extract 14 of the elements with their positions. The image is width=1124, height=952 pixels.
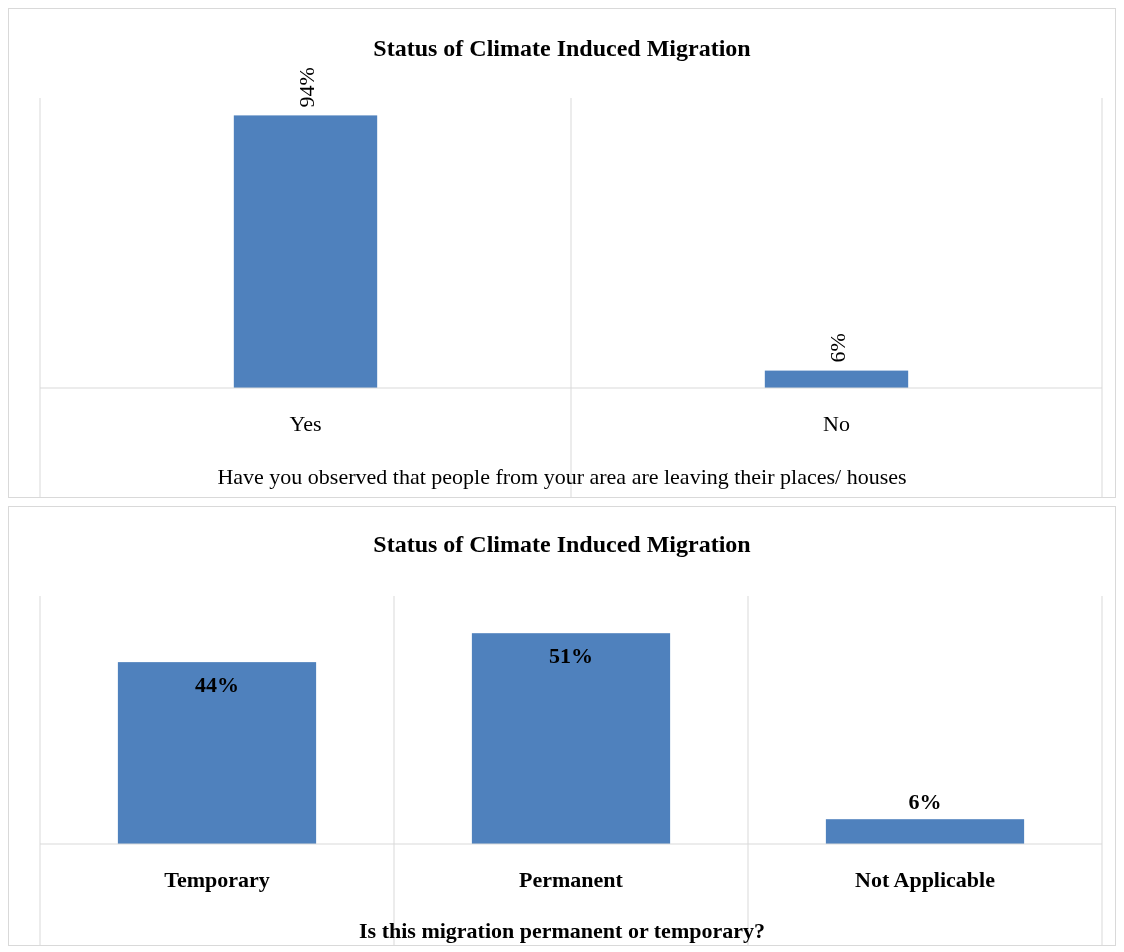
data-label: 94% [293, 67, 319, 108]
data-label: 6% [824, 333, 850, 363]
x-axis-title: Is this migration permanent or temporary? [359, 918, 765, 943]
data-label: 44% [195, 672, 239, 698]
x-tick-label: No [823, 411, 850, 436]
data-label: 6% [908, 789, 942, 815]
x-tick-label: Yes [289, 411, 322, 436]
x-tick-label: Permanent [519, 867, 624, 892]
data-label: 51% [549, 643, 593, 669]
x-tick-label: Temporary [164, 867, 270, 892]
x-tick-label: Not Applicable [855, 867, 996, 892]
chart-title: Status of Climate Induced Migration [373, 35, 751, 61]
x-axis-title: Have you observed that people from your area are leaving their places/ houses [217, 464, 907, 489]
chart-title: Status of Climate Induced Migration [373, 531, 751, 557]
